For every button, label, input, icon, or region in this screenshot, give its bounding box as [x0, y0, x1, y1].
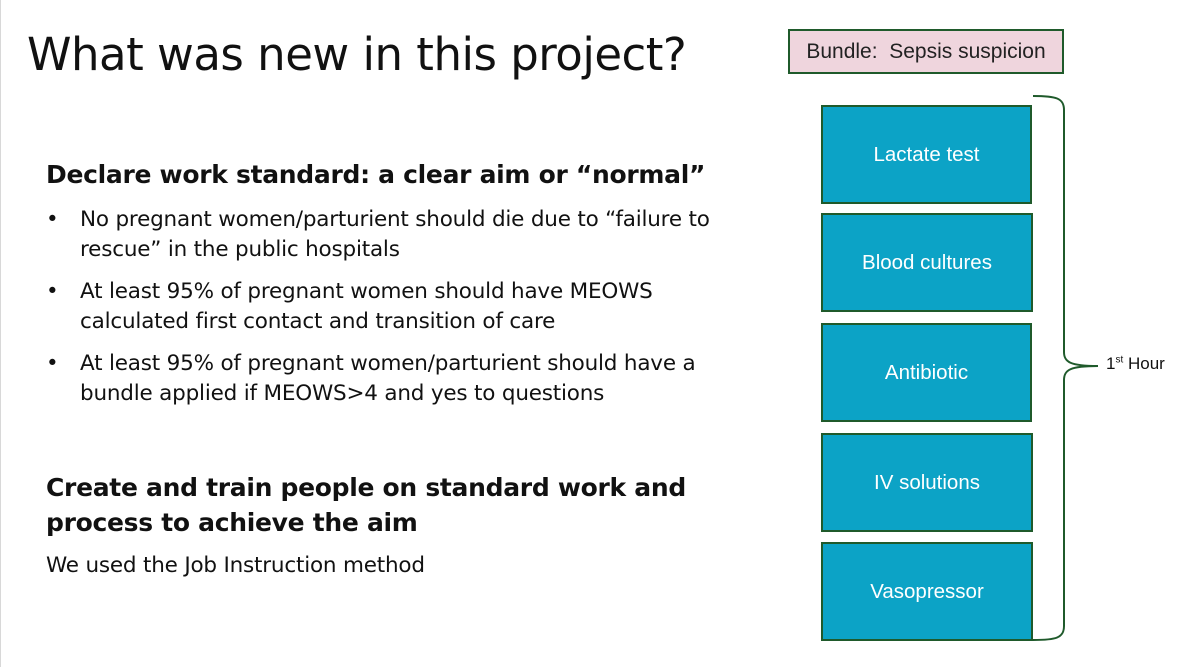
bullet-marker: • — [46, 279, 59, 304]
slide-title: What was new in this project? — [27, 28, 687, 81]
bullet-text: At least 95% of pregnant women/parturien… — [80, 351, 696, 406]
hour-number: 1 — [1106, 354, 1116, 373]
job-instruction-text: We used the Job Instruction method — [46, 553, 425, 578]
ordinal-suffix: st — [1115, 354, 1124, 366]
hour-unit: Hour — [1127, 354, 1165, 373]
bullet-text: At least 95% of pregnant women should ha… — [80, 279, 653, 334]
bundle-step-vasopressor: Vasopressor — [821, 542, 1033, 641]
bullet-item: • At least 95% of pregnant women/parturie… — [46, 349, 746, 409]
bundle-step-iv-solutions: IV solutions — [821, 433, 1033, 532]
section-heading-work-standard: Declare work standard: a clear aim or “n… — [46, 160, 706, 189]
bullet-item: • At least 95% of pregnant women should h… — [46, 277, 746, 337]
bundle-label: Bundle: Sepsis suspicion — [788, 29, 1064, 74]
section-heading-train-people: Create and train people on standard work… — [46, 473, 686, 537]
bundle-step-blood-cultures: Blood cultures — [821, 213, 1033, 312]
bullet-item: • No pregnant women/parturient should die… — [46, 205, 746, 265]
bullet-marker: • — [46, 207, 59, 232]
right-curly-brace-icon — [1032, 95, 1099, 641]
first-hour-label: 1st Hour — [1106, 354, 1165, 374]
bundle-step-antibiotic: Antibiotic — [821, 323, 1032, 422]
bundle-step-lactate-test: Lactate test — [821, 105, 1032, 204]
bullet-text: No pregnant women/parturient should die … — [80, 207, 710, 262]
bullet-marker: • — [46, 351, 59, 376]
aim-bullet-list: • No pregnant women/parturient should die… — [46, 205, 746, 421]
